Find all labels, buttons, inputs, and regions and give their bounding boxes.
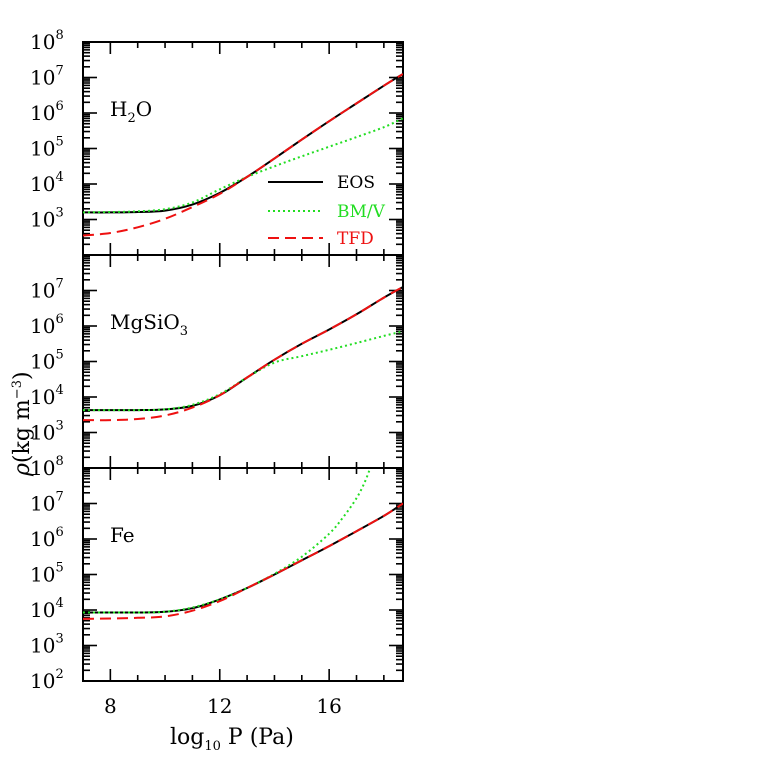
y-tick-label: 103: [30, 206, 64, 232]
y-axis-title: ρ(kg m−3): [10, 371, 35, 477]
y-tick-label: 107: [30, 490, 64, 516]
y-tick-label-base: 10: [30, 456, 55, 480]
y-tick-label: 105: [30, 561, 64, 587]
legend-label-eos: EOS: [337, 173, 375, 193]
y-axis-title-rho: ρ: [10, 463, 35, 477]
y-tick-label-base: 10: [30, 634, 55, 658]
y-tick-label-exp: 2: [55, 667, 63, 682]
y-axis-title-body: (kg m: [10, 399, 35, 463]
y-tick-label: 104: [30, 596, 64, 622]
x-tick-label: 12: [207, 694, 232, 718]
y-tick-label-exp: 6: [55, 312, 63, 327]
y-tick-label-base: 10: [30, 527, 55, 551]
y-tick-label-exp: 4: [55, 596, 63, 611]
y-tick-label-base: 10: [30, 172, 55, 196]
panel-label-sub: 3: [180, 324, 188, 339]
y-tick-label-base: 10: [30, 279, 55, 303]
x-axis-title-sub: 10: [204, 739, 221, 754]
series-line-tfd: [83, 502, 403, 620]
panel-label: MgSiO3: [110, 310, 188, 339]
panel-frame: [82, 254, 404, 469]
series-line-tfd: [83, 286, 403, 422]
y-tick-label: 105: [30, 348, 64, 374]
y-tick-label: 103: [30, 632, 64, 658]
y-tick-label-base: 10: [30, 30, 55, 54]
x-axis-title-tail: P (Pa): [221, 725, 294, 750]
y-tick-label-exp: 7: [55, 490, 63, 505]
x-axis-title-main: log: [170, 725, 204, 750]
y-tick-label-base: 10: [30, 421, 55, 445]
y-tick-label-exp: 3: [55, 632, 63, 647]
panel-label-main: Fe: [110, 523, 135, 547]
y-tick-label: 106: [30, 99, 64, 125]
series-line-tfd: [83, 73, 403, 237]
y-tick-label-exp: 8: [55, 454, 63, 469]
panel-curves: [83, 73, 403, 237]
y-tick-label-base: 10: [30, 350, 55, 374]
y-tick-label: 102: [30, 667, 64, 693]
y-tick-label-base: 10: [30, 563, 55, 587]
series-line-eos: [83, 502, 403, 614]
legend-label-tfd: TFD: [337, 229, 374, 249]
y-tick-label: 104: [30, 170, 64, 196]
panels-group: 103104105106107108H2O103104105106107MgSi…: [30, 28, 404, 718]
y-tick-label-exp: 6: [55, 99, 63, 114]
series-line-eos: [83, 286, 403, 412]
panel-label-main: H: [110, 97, 127, 121]
y-tick-label-exp: 5: [55, 561, 63, 576]
y-tick-label-exp: 7: [55, 277, 63, 292]
x-tick-label: 8: [104, 694, 117, 718]
y-axis-title-exp: −3: [10, 380, 25, 399]
y-tick-label: 108: [30, 454, 64, 480]
y-tick-label: 106: [30, 525, 64, 551]
panel-frame: [82, 467, 404, 682]
series-line-bmv: [83, 330, 403, 412]
y-tick-label-exp: 3: [55, 206, 63, 221]
y-tick-label-exp: 3: [55, 419, 63, 434]
y-tick-label: 107: [30, 277, 64, 303]
series-line-bmv: [83, 117, 403, 214]
panel-curves: [83, 468, 403, 620]
y-tick-label-exp: 4: [55, 383, 63, 398]
y-tick-label-exp: 5: [55, 348, 63, 363]
panel-label-tail: O: [136, 97, 152, 121]
legend: EOS BM/V TFD: [268, 173, 386, 249]
y-tick-label-base: 10: [30, 598, 55, 622]
y-tick-label: 107: [30, 64, 64, 90]
y-tick-label-base: 10: [30, 101, 55, 125]
y-tick-label-base: 10: [30, 314, 55, 338]
y-tick-label-exp: 6: [55, 525, 63, 540]
y-tick-label-base: 10: [30, 492, 55, 516]
legend-label-bmv: BM/V: [337, 202, 386, 222]
y-tick-label: 103: [30, 419, 64, 445]
y-tick-label-base: 10: [30, 385, 55, 409]
x-tick-label: 16: [316, 694, 341, 718]
y-tick-label-base: 10: [30, 137, 55, 161]
panel-label: H2O: [110, 97, 152, 126]
y-tick-label: 105: [30, 135, 64, 161]
y-axis-title-close: ): [10, 371, 35, 380]
y-tick-label-base: 10: [30, 66, 55, 90]
y-tick-label: 106: [30, 312, 64, 338]
y-tick-label-exp: 5: [55, 135, 63, 150]
panel-label-sub: 2: [127, 111, 135, 126]
panel-curves: [83, 286, 403, 422]
panel-frame: [82, 41, 404, 256]
y-tick-label-base: 10: [30, 669, 55, 693]
panel-label: Fe: [110, 523, 135, 547]
y-tick-label-exp: 8: [55, 28, 63, 43]
x-axis-title: log10 P (Pa): [170, 725, 294, 754]
y-tick-label: 108: [30, 28, 64, 54]
y-tick-label-exp: 4: [55, 170, 63, 185]
y-tick-label-base: 10: [30, 208, 55, 232]
panel-label-main: MgSiO: [110, 310, 180, 334]
series-line-bmv: [83, 468, 372, 614]
y-tick-label-exp: 7: [55, 64, 63, 79]
y-tick-label: 104: [30, 383, 64, 409]
